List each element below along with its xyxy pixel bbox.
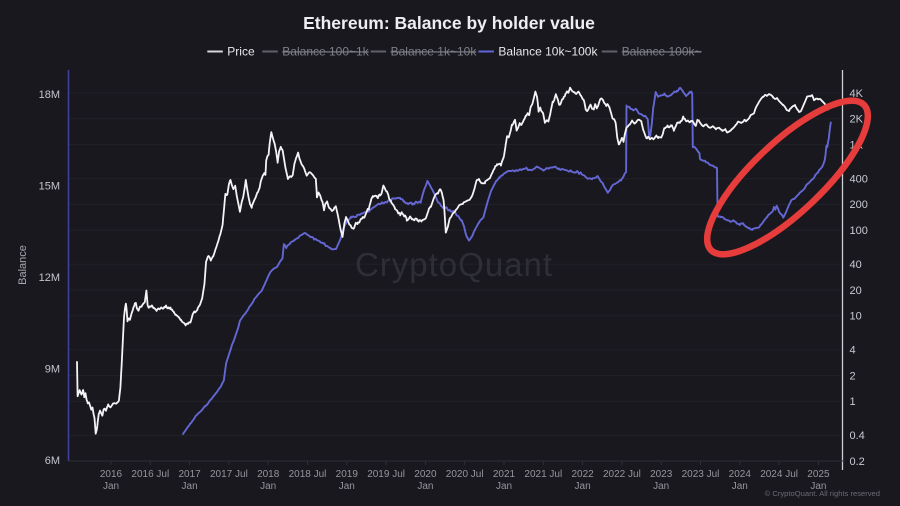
svg-text:40: 40 (850, 259, 862, 271)
svg-text:2022 Jul: 2022 Jul (603, 469, 641, 480)
svg-text:2021: 2021 (493, 469, 516, 480)
svg-text:© CryptoQuant. All rights rese: © CryptoQuant. All rights reserved (765, 489, 880, 498)
svg-text:Ethereum: Balance by holder va: Ethereum: Balance by holder value (303, 13, 595, 33)
svg-text:2024 Jul: 2024 Jul (760, 469, 798, 480)
svg-text:2023 Jul: 2023 Jul (682, 469, 720, 480)
svg-text:2025: 2025 (807, 469, 830, 480)
svg-text:400: 400 (850, 173, 868, 185)
svg-text:2019: 2019 (336, 469, 359, 480)
svg-text:6M: 6M (45, 455, 60, 467)
svg-text:Jan: Jan (575, 481, 591, 492)
svg-text:Balance 100k~: Balance 100k~ (622, 45, 702, 59)
svg-text:0.2: 0.2 (850, 456, 865, 468)
svg-text:200: 200 (850, 199, 868, 211)
svg-text:2018 Jul: 2018 Jul (289, 469, 327, 480)
svg-text:2018: 2018 (257, 469, 280, 480)
svg-text:4K: 4K (850, 88, 864, 100)
svg-text:Balance 100~1k: Balance 100~1k (282, 45, 369, 59)
svg-text:2: 2 (850, 370, 856, 382)
svg-text:2017 Jul: 2017 Jul (210, 469, 248, 480)
svg-text:100: 100 (850, 225, 868, 237)
svg-text:Jan: Jan (496, 481, 512, 492)
svg-text:2016: 2016 (100, 469, 123, 480)
svg-text:Price: Price (227, 45, 255, 59)
svg-text:Balance 1k~10k: Balance 1k~10k (391, 45, 478, 59)
svg-text:2016 Jul: 2016 Jul (131, 469, 169, 480)
svg-text:Balance 10k~100k: Balance 10k~100k (498, 45, 598, 59)
svg-text:Jan: Jan (339, 481, 355, 492)
svg-text:0.4: 0.4 (850, 430, 865, 442)
svg-text:2021 Jul: 2021 Jul (524, 469, 562, 480)
svg-text:Jan: Jan (182, 481, 198, 492)
svg-text:Jan: Jan (653, 481, 669, 492)
svg-text:CryptoQuant: CryptoQuant (355, 246, 553, 283)
svg-text:18M: 18M (39, 89, 60, 101)
svg-text:2017: 2017 (178, 469, 201, 480)
svg-text:10: 10 (850, 311, 862, 323)
svg-text:2024: 2024 (729, 469, 752, 480)
svg-text:2020 Jul: 2020 Jul (446, 469, 484, 480)
svg-text:2023: 2023 (650, 469, 673, 480)
svg-text:2022: 2022 (571, 469, 594, 480)
svg-text:Balance: Balance (17, 245, 29, 285)
svg-text:15M: 15M (39, 180, 60, 192)
svg-text:2020: 2020 (414, 469, 437, 480)
svg-text:2019 Jul: 2019 Jul (367, 469, 405, 480)
svg-text:Jan: Jan (260, 481, 276, 492)
svg-text:9M: 9M (45, 363, 60, 375)
svg-text:Jan: Jan (810, 481, 826, 492)
svg-text:12M: 12M (39, 272, 60, 284)
svg-text:4: 4 (850, 345, 856, 357)
svg-text:20: 20 (850, 285, 862, 297)
svg-text:1: 1 (850, 396, 856, 408)
svg-text:Jan: Jan (732, 481, 748, 492)
svg-text:Jan: Jan (417, 481, 433, 492)
svg-text:Jan: Jan (103, 481, 119, 492)
svg-text:2K: 2K (850, 114, 864, 126)
